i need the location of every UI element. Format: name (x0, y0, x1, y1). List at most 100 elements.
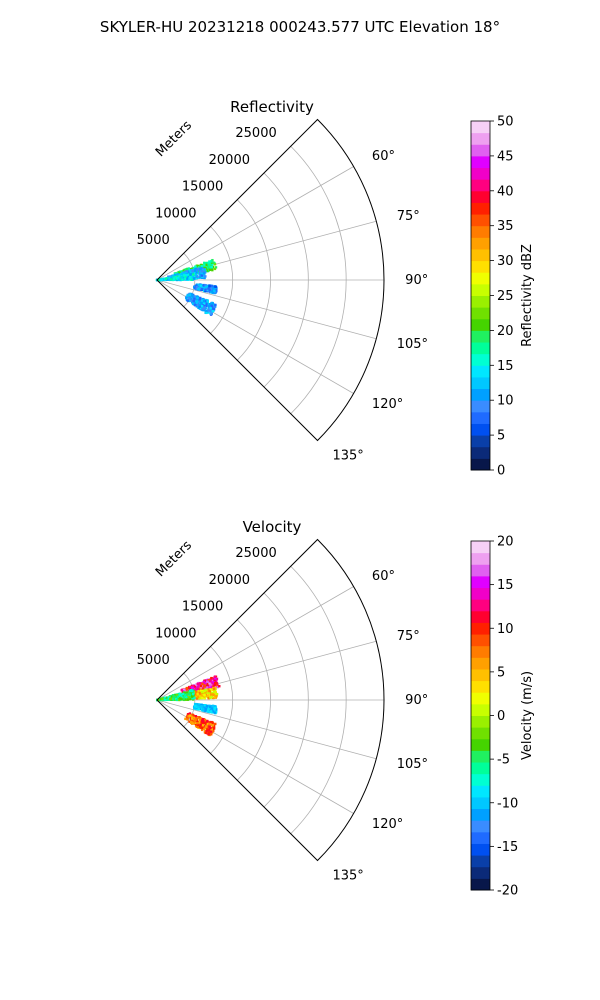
colorbar-segment (471, 318, 490, 331)
data-cell (189, 689, 192, 692)
data-cell (200, 691, 204, 694)
colorbar-tick-label: 15 (497, 578, 514, 593)
data-cell (177, 692, 181, 696)
data-cell (210, 312, 213, 315)
data-cell (199, 301, 203, 304)
colorbar-segment (471, 587, 490, 600)
data-cell (181, 698, 184, 701)
data-cell (193, 286, 197, 290)
data-cell (197, 306, 200, 309)
data-cell (215, 692, 219, 696)
colorbar-tick-label: 45 (497, 149, 514, 164)
colorbar-segment (471, 634, 490, 647)
data-cell (211, 302, 215, 305)
data-cell (194, 688, 197, 691)
data-cell (193, 303, 196, 307)
colorbar-segment (471, 179, 490, 192)
data-cell (206, 686, 209, 689)
colorbar-label: Velocity (m/s) (520, 671, 535, 760)
data-cell (213, 267, 217, 271)
data-cell (200, 263, 203, 267)
colorbar-tick-label: 10 (497, 622, 514, 637)
panel-velocity: 60° 75° 90° 105° 120° 135° 5000 10000 15000 20000… (137, 518, 535, 899)
data-cell (192, 300, 195, 303)
data-cell (214, 303, 217, 307)
data-cell (193, 684, 196, 688)
data-cell (208, 260, 211, 263)
data-cell (193, 297, 196, 300)
data-cell (203, 709, 207, 713)
data-cell (202, 284, 205, 288)
data-cell (186, 693, 189, 696)
data-cell (196, 295, 199, 298)
data-cell (193, 269, 197, 272)
data-cell (209, 312, 212, 315)
data-cell (203, 276, 206, 280)
data-cell (212, 681, 215, 684)
data-cell (209, 696, 212, 699)
data-cell (178, 271, 181, 275)
data-cell (205, 730, 208, 733)
data-cell (188, 686, 191, 689)
data-cell (204, 682, 207, 685)
data-cell (198, 725, 202, 728)
figure-suptitle: SKYLER-HU 20231218 000243.577 UTC Elevat… (100, 18, 500, 36)
data-cell (167, 696, 170, 699)
data-cell (188, 720, 191, 723)
colorbar-segment (471, 283, 490, 296)
sector-frame (156, 538, 385, 862)
colorbar-segment (471, 423, 490, 436)
data-cell (192, 689, 195, 693)
data-cell (206, 680, 209, 684)
data-cell (194, 267, 197, 271)
range-tick-label: 5000 (137, 233, 170, 248)
azimuth-gridline (156, 699, 354, 814)
data-cell (201, 707, 205, 710)
data-cell (212, 687, 216, 690)
data-cell (183, 689, 186, 693)
colorbar-tick-label: 20 (497, 324, 514, 339)
data-cell (198, 691, 201, 695)
data-cell (156, 698, 160, 702)
data-cell (192, 266, 196, 270)
colorbar-segment (471, 446, 490, 459)
data-cell (195, 285, 199, 289)
colorbar-tick-label: 50 (497, 115, 514, 130)
data-cell (200, 265, 204, 268)
data-cell (194, 272, 197, 275)
data-cell (184, 271, 188, 275)
data-cell (186, 295, 189, 298)
data-cell (206, 694, 209, 697)
colorbar-tick-label: -10 (497, 796, 518, 811)
data-cell (212, 727, 216, 730)
colorbar-segment (471, 353, 490, 366)
data-cell (194, 715, 198, 718)
data-cell (207, 309, 210, 312)
data-cell (201, 286, 205, 290)
colorbar-segment (471, 773, 490, 786)
colorbar-segment (471, 680, 490, 693)
colorbar-segment (471, 878, 490, 891)
data-cell (198, 296, 202, 300)
data-cell (190, 697, 193, 700)
colorbar-segment (471, 388, 490, 401)
colorbar-segment (471, 541, 490, 554)
data-cell (206, 300, 209, 304)
data-cell (194, 703, 197, 706)
data-cell (190, 293, 194, 296)
data-cell (193, 716, 197, 719)
data-cell (196, 720, 199, 723)
data-cell (207, 306, 211, 309)
data-cell (204, 275, 207, 278)
data-cell (192, 714, 195, 717)
data-cell (196, 296, 199, 300)
data-cell (195, 690, 198, 694)
data-cell (193, 719, 197, 723)
data-cell (203, 299, 207, 303)
data-cell (201, 288, 204, 291)
data-cell (187, 275, 190, 279)
data-cell (174, 272, 177, 275)
data-cell (194, 299, 197, 303)
colorbar-segment (471, 248, 490, 262)
data-cell (203, 302, 206, 305)
